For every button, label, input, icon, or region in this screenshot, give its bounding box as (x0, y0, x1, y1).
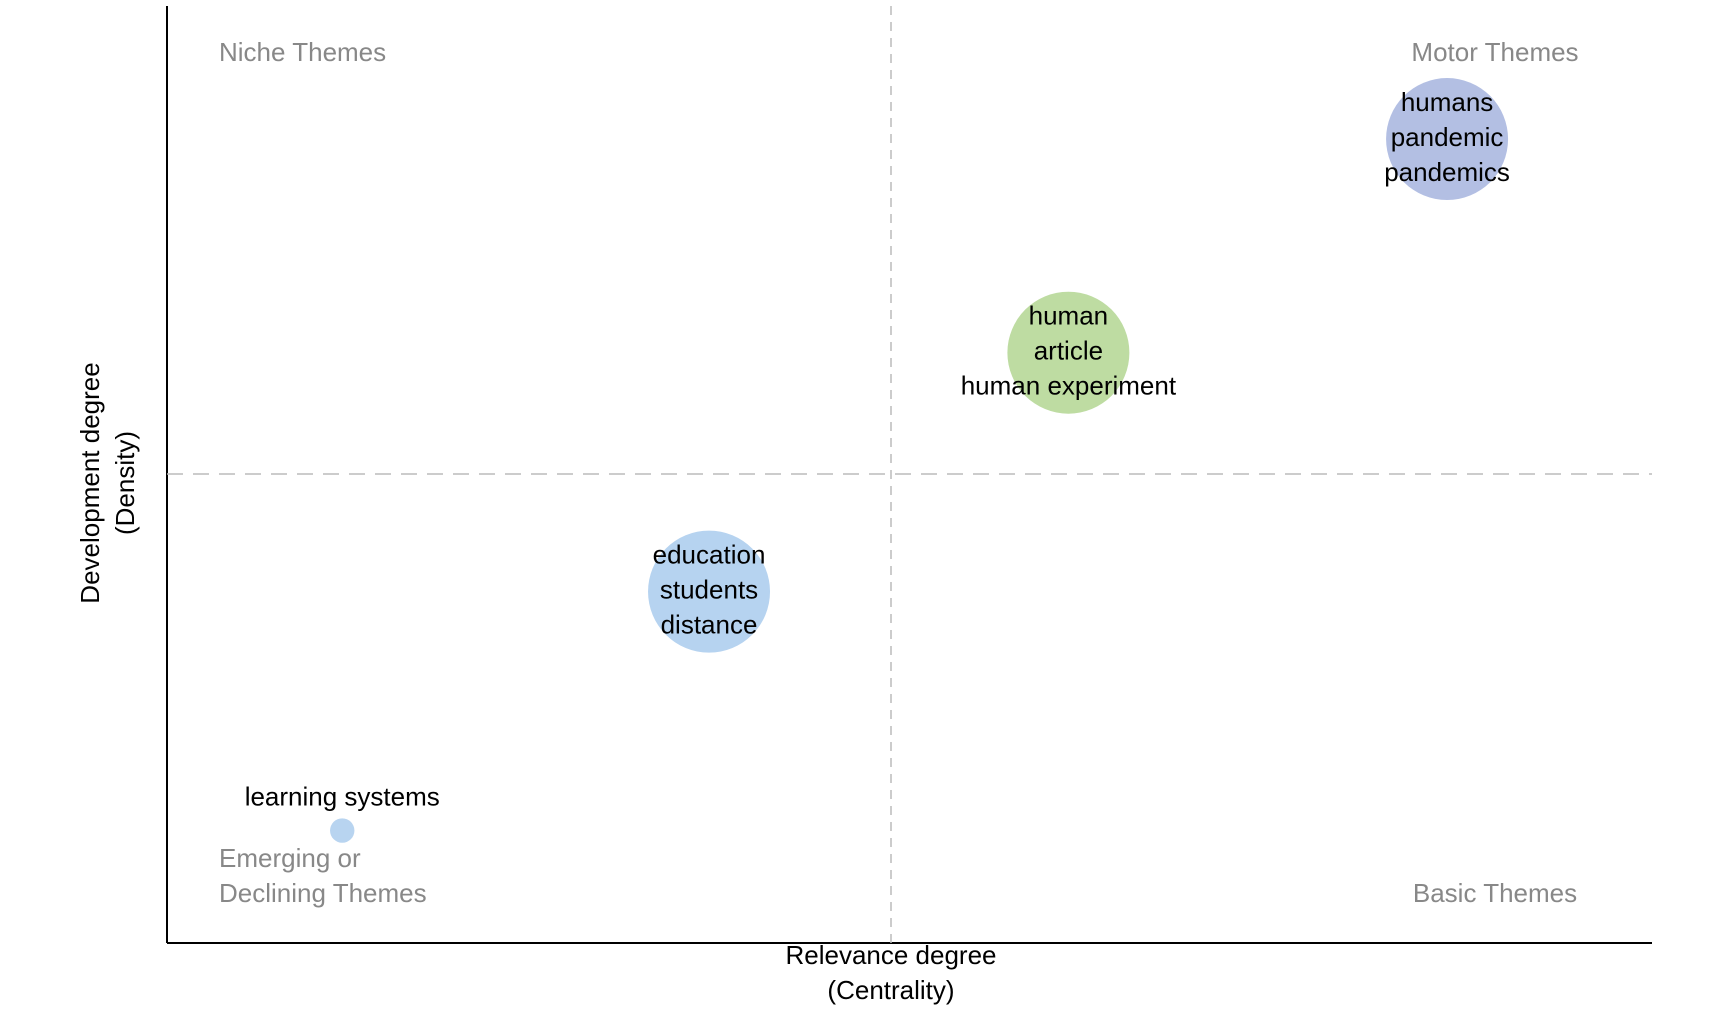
y-axis-label-group: Development degree (Density) (75, 362, 140, 603)
bubble-label: article (1034, 336, 1103, 366)
bubble-label: human (1029, 301, 1109, 331)
bubble-label: students (660, 575, 758, 605)
quadrant-label: Emerging or (219, 843, 361, 873)
bubble-label: human experiment (961, 371, 1177, 401)
quadrant-label: Motor Themes (1411, 37, 1578, 67)
bubble (330, 818, 355, 843)
quadrant-label: Basic Themes (1413, 878, 1577, 908)
quadrant-label: Declining Themes (219, 878, 427, 908)
x-axis-label: Relevance degree (785, 940, 996, 970)
quadrant-label: Niche Themes (219, 37, 386, 67)
bubble-label: pandemic (1391, 122, 1504, 152)
bubble-label: learning systems (245, 781, 440, 811)
bubble (1386, 78, 1509, 201)
y-axis-label: Development degree (75, 362, 105, 603)
bubble-label: pandemics (1384, 157, 1510, 187)
bubble-label: distance (661, 610, 758, 640)
y-axis-label: (Density) (110, 431, 140, 535)
bubble (1007, 291, 1130, 414)
bubble-label: education (653, 540, 766, 570)
bubble (648, 530, 771, 653)
bubble-label: humans (1401, 87, 1494, 117)
x-axis-label: (Centrality) (827, 975, 954, 1005)
